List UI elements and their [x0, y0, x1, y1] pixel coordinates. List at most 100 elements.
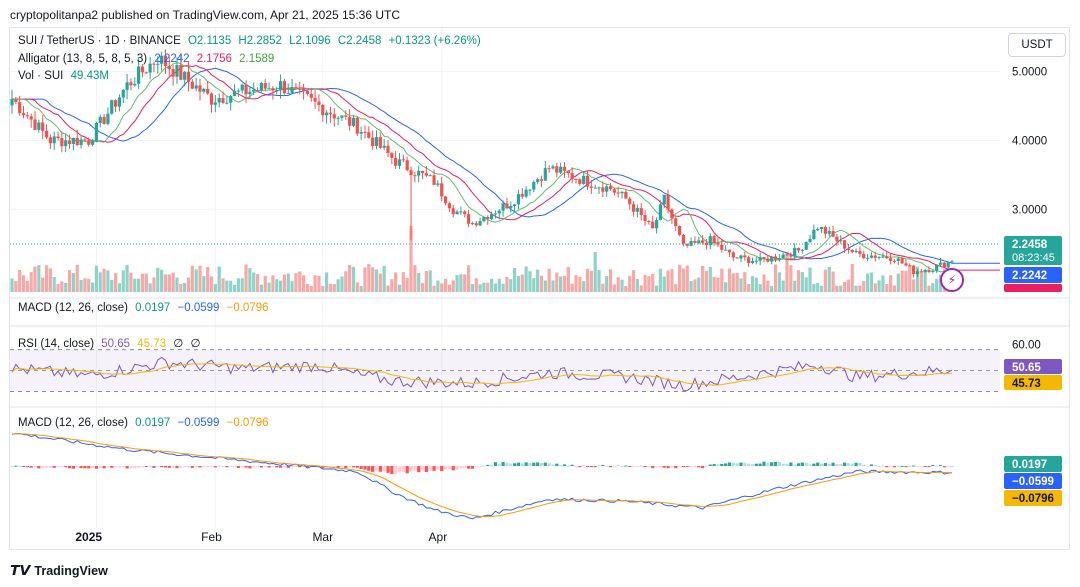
volume-bar: [931, 283, 935, 292]
candle-body: [194, 85, 198, 89]
rsi-label[interactable]: RSI (14, close): [18, 338, 95, 350]
volume-bar: [608, 269, 613, 292]
volume-bar: [823, 269, 827, 292]
footer-brand[interactable]: 𝙏𝙑 TradingView: [10, 562, 108, 579]
volume-bar: [18, 269, 22, 292]
volume-bar: [827, 266, 831, 292]
macd-histogram-bar: [282, 466, 287, 467]
candle-body: [313, 97, 317, 102]
volume-bar: [33, 266, 37, 292]
currency-button[interactable]: USDT: [1008, 33, 1066, 57]
macd-histogram-bar: [202, 466, 206, 468]
volume-bar: [206, 266, 210, 292]
candle-body: [639, 208, 643, 216]
candle-body: [616, 192, 620, 194]
volume-bar: [651, 273, 655, 292]
macd-histogram-bar: [413, 466, 417, 471]
macd-histogram-bar: [60, 466, 64, 467]
lightning-icon[interactable]: ⚡: [940, 268, 964, 292]
volume-bar: [359, 285, 363, 292]
macd-histogram-bar: [547, 463, 551, 466]
symbol-name[interactable]: SUI / TetherUS · 1D · BINANCE: [18, 35, 181, 47]
ohlc-close: C2.2458: [337, 35, 382, 47]
macd-histogram-bar: [831, 462, 835, 466]
macd-histogram-bar: [915, 466, 920, 467]
candle-body: [559, 166, 563, 173]
candle-body: [712, 236, 716, 243]
candle-body: [10, 99, 14, 106]
candle-body: [259, 83, 263, 91]
volume-bar: [831, 271, 835, 292]
macd-label[interactable]: MACD (12, 26, close): [18, 417, 128, 429]
volume-bar: [478, 284, 482, 292]
macd-histogram-bar: [620, 466, 624, 467]
rsi-legend-extra1: ∅: [173, 338, 184, 350]
rsi-legend[interactable]: RSI (14, close) 50.65 45.73 ∅ ∅: [18, 336, 205, 350]
macd-histogram-bar: [685, 466, 689, 467]
macd-histogram-bar: [724, 463, 728, 466]
macd-histogram-bar: [137, 466, 141, 468]
volume-bar: [839, 285, 843, 292]
volume-bar: [850, 264, 854, 292]
teeth-price-label-bg: [1004, 284, 1062, 292]
alligator-label[interactable]: Alligator (13, 8, 5, 8, 5, 3): [18, 53, 148, 65]
macd-collapsed-label[interactable]: MACD (12, 26, close): [18, 302, 128, 314]
candle-body: [520, 194, 524, 197]
macd-histogram-bar: [927, 466, 931, 467]
volume-bar: [56, 284, 60, 292]
macd-histogram-bar: [585, 466, 590, 467]
macd-histogram-bar: [244, 466, 248, 468]
volume-legend[interactable]: Vol · SUI 49.43M: [18, 70, 113, 82]
candle-body: [501, 203, 505, 211]
volume-bar: [693, 279, 697, 292]
symbol-legend[interactable]: SUI / TetherUS · 1D · BINANCE O2.1135 H2…: [18, 35, 485, 47]
macd-histogram-bar: [275, 466, 279, 468]
candle-body: [386, 145, 390, 153]
candle-body: [240, 84, 244, 91]
candle-body: [593, 187, 597, 189]
volume-bar: [248, 268, 252, 292]
candle-body: [912, 265, 916, 275]
macd-histogram-bar: [29, 466, 33, 468]
macd-legend[interactable]: MACD (12, 26, close) 0.0197 −0.0599 −0.0…: [18, 417, 273, 429]
volume-bar: [129, 272, 133, 292]
macd-histogram-bar: [83, 466, 87, 469]
volume-bar: [317, 275, 321, 292]
macd-histogram-bar: [766, 462, 770, 466]
candle-body: [647, 221, 651, 223]
volume-bar: [83, 278, 87, 292]
volume-bar: [41, 277, 45, 292]
volume-bar: [44, 265, 49, 292]
macd-histogram-bar: [800, 462, 804, 466]
volume-bar: [677, 264, 682, 292]
candle-body: [71, 137, 75, 144]
macd-histogram-bar: [455, 466, 459, 470]
volume-bar: [363, 267, 367, 292]
volume-label[interactable]: Vol · SUI: [18, 70, 64, 82]
candle-body: [413, 175, 417, 177]
volume-bar: [190, 265, 194, 292]
macd-histogram-bar: [777, 461, 781, 466]
candle-body: [839, 240, 843, 242]
macd-histogram-bar: [355, 466, 359, 468]
candle-body: [87, 140, 91, 145]
candle-body: [846, 248, 851, 250]
macd-histogram-bar: [900, 465, 904, 467]
macd-collapsed-legend[interactable]: MACD (12, 26, close) 0.0197 −0.0599 −0.0…: [18, 302, 273, 314]
candle-body: [796, 247, 801, 251]
volume-bar: [156, 267, 160, 292]
macd-hist-label-bg: [1004, 456, 1062, 472]
macd-histogram-bar: [812, 463, 816, 466]
macd-signal-label: −0.0796: [1012, 493, 1054, 505]
volume-bar: [133, 278, 137, 292]
macd-histogram-bar: [14, 465, 18, 467]
candle-body: [689, 241, 693, 246]
candle-body: [938, 262, 943, 265]
rsi-ma-label: 45.73: [1012, 378, 1041, 390]
candle-body: [382, 145, 386, 148]
alligator-legend[interactable]: Alligator (13, 8, 5, 8, 5, 3) 2.2242 2.1…: [18, 53, 278, 65]
macd-histogram-bar: [75, 466, 79, 467]
rsi-ma-label-bg: [1004, 375, 1062, 390]
volume-bar: [589, 270, 593, 292]
